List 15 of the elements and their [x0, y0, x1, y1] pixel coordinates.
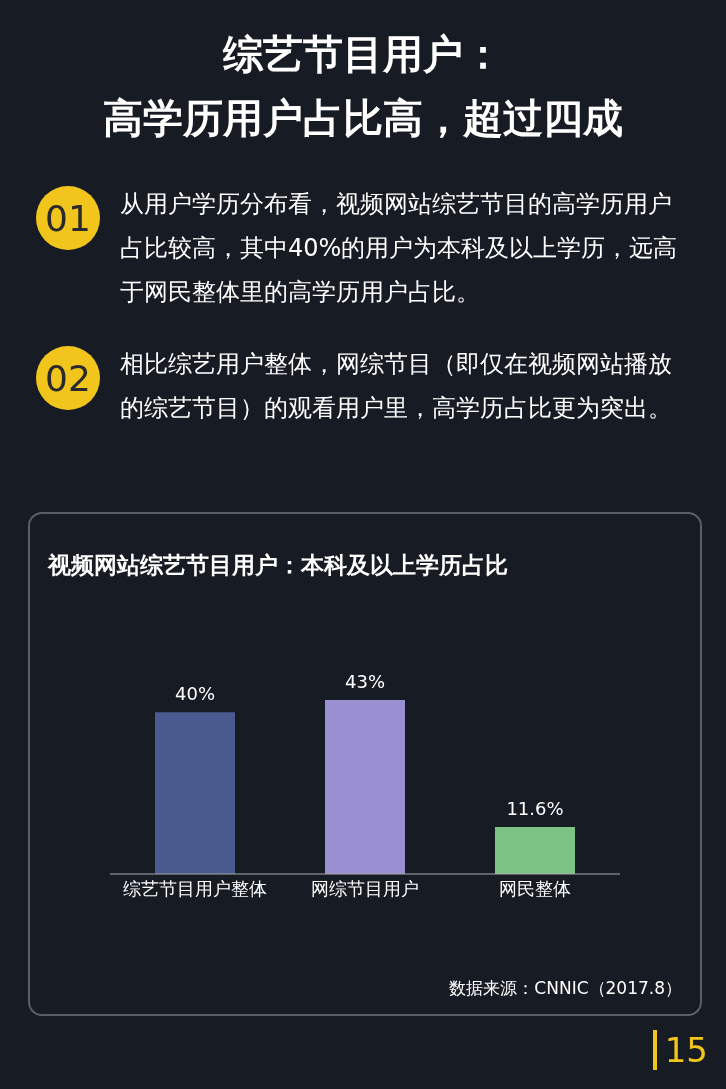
text: 相比综艺用户整体，网综节目（即仅在视频网站播放的综艺节目）的观看用户里，高学历占比更为突出。	[120, 349, 673, 424]
text: 高学历用户占比高，超过四成	[102, 94, 624, 143]
data-label: 11.6%	[506, 798, 564, 820]
text: 综艺节目用户：	[222, 30, 504, 79]
text: 15	[652, 1030, 708, 1070]
data-label: 43%	[344, 671, 386, 693]
text: 01	[36, 186, 100, 250]
chart-title: 视频网站综艺节目用户：本科及以上学历占比	[48, 551, 508, 580]
text: 从用户学历分布看，视频网站综艺节目的高学历用户占比较高，其中40%的用户为本科及以上学历，远高于网民整体里的高学历用户占比。	[120, 189, 679, 308]
source-note: 数据来源：CNNIC（2017.8）	[449, 977, 682, 1000]
data-label: 40%	[174, 683, 216, 705]
x-tick-label: 综艺节目用户整体	[123, 877, 267, 899]
x-tick-label: 网民整体	[499, 877, 571, 899]
x-tick-label: 网综节目用户	[311, 877, 419, 899]
text: 02	[36, 346, 100, 410]
